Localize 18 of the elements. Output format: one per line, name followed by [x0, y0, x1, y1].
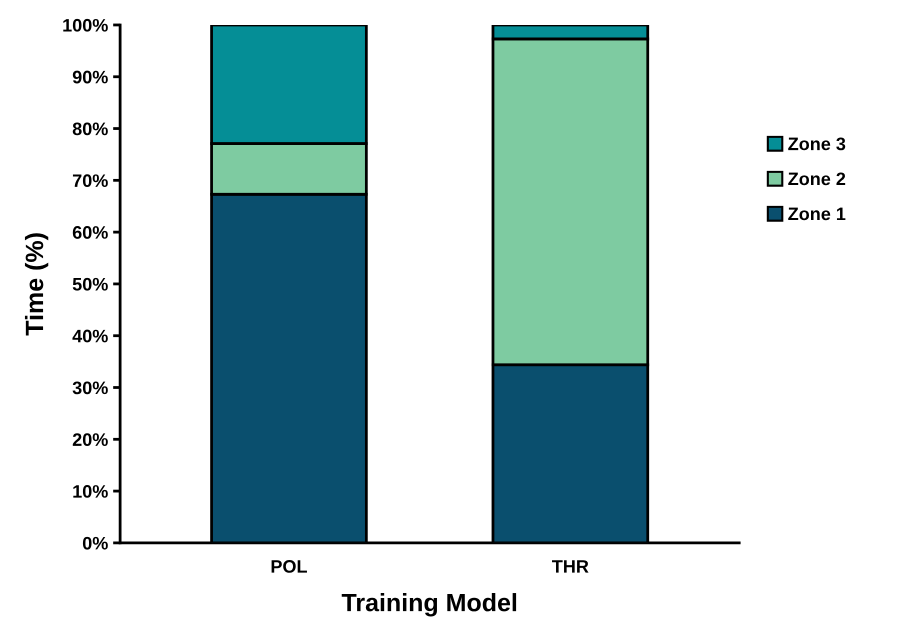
y-tick-label: 30%	[72, 381, 108, 394]
y-tick-label: 70%	[72, 174, 108, 188]
y-tick-label: 100%	[63, 18, 108, 32]
y-tick-label: 90%	[72, 70, 108, 84]
y-tick-label: 40%	[72, 330, 108, 342]
x-axis-title: Training Model	[342, 593, 516, 616]
y-tick-label: 0%	[82, 536, 108, 550]
y-axis-title: Time (%)	[24, 233, 48, 336]
y-tick-label: 20%	[72, 433, 108, 446]
x-tick-label: THR	[552, 560, 589, 573]
y-tick-label: 80%	[72, 122, 108, 136]
y-tick-label: 60%	[72, 226, 108, 239]
y-tick-label: 10%	[73, 485, 108, 498]
y-tick-label: 50%	[72, 278, 108, 291]
legend-label: Zone 3	[788, 137, 846, 150]
x-tick-label: POL	[272, 560, 307, 573]
legend-label: Zone 2	[788, 172, 846, 186]
legend-label: Zone 1	[788, 208, 846, 220]
